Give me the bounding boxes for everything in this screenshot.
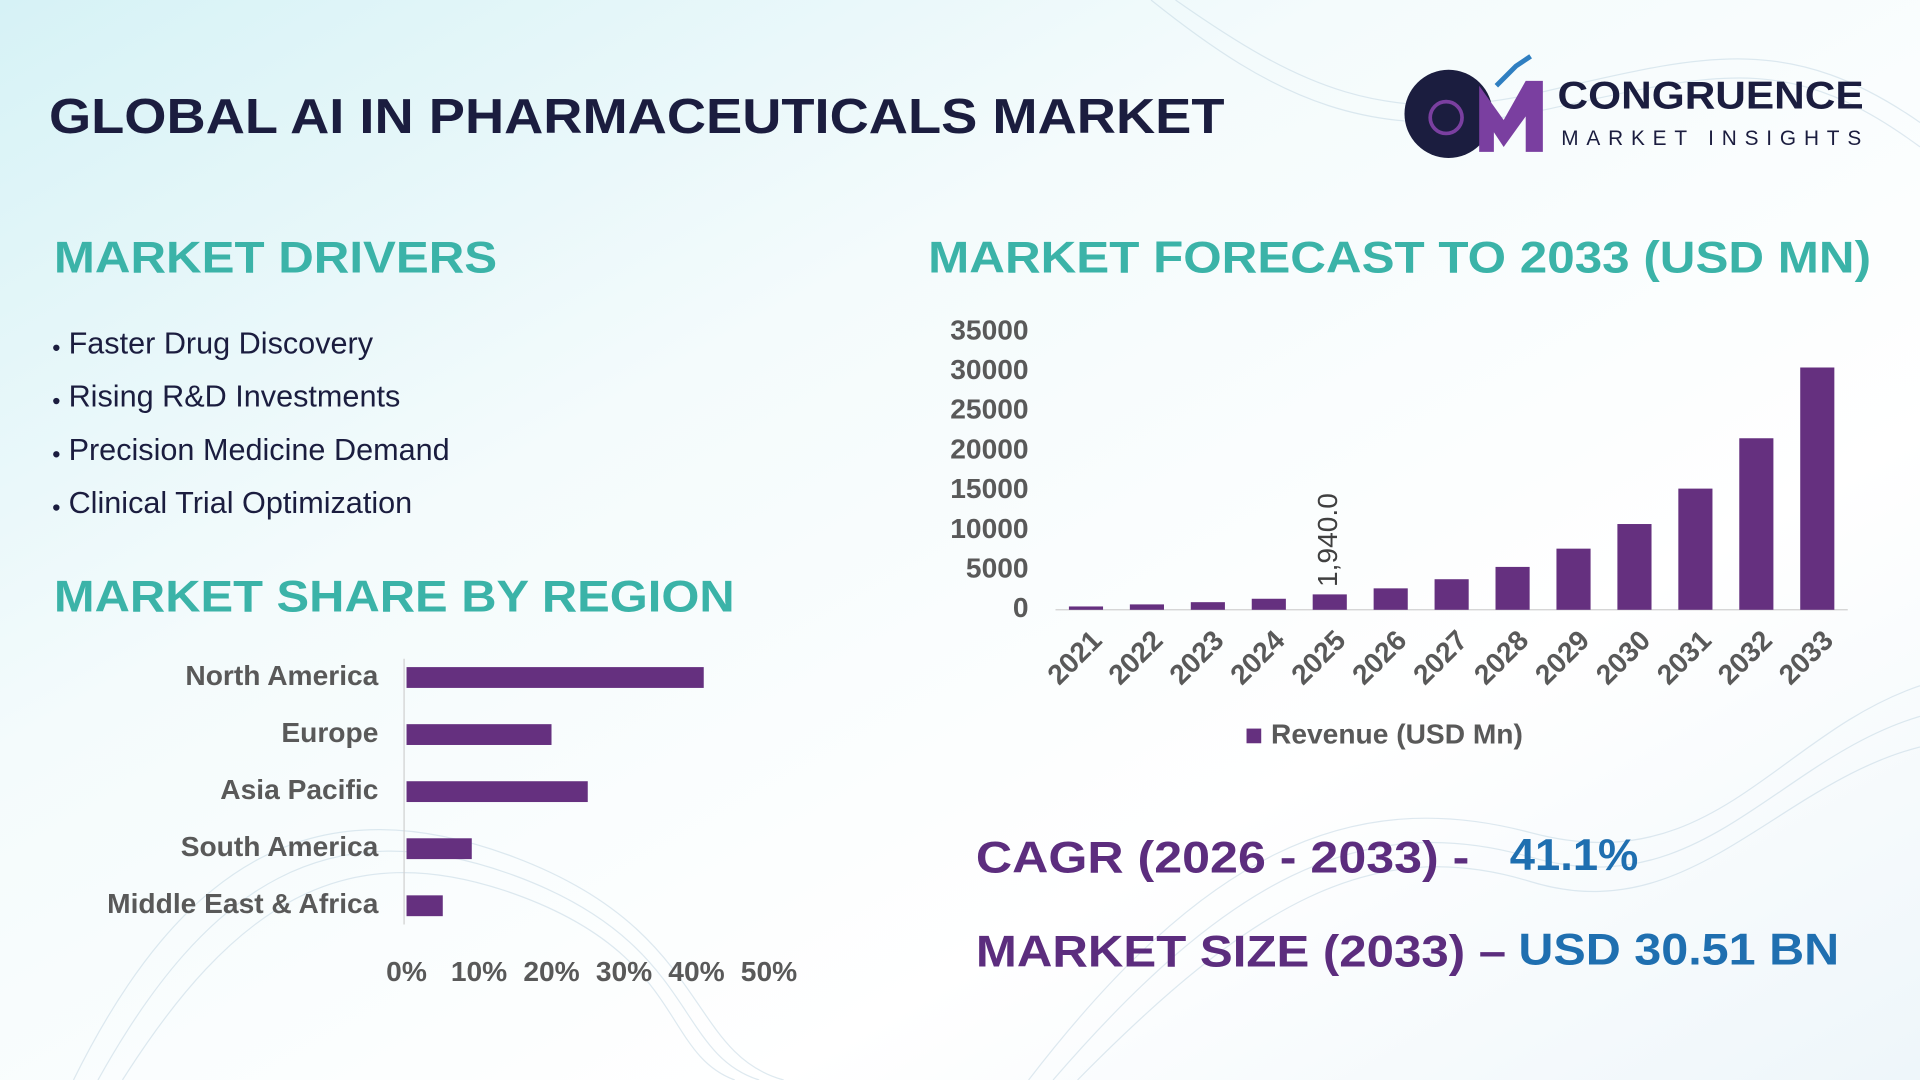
bar	[1495, 566, 1530, 610]
logo: CONGRUENCE MARKET INSIGHTS	[1404, 54, 1864, 158]
y-tick-label: North America	[185, 660, 378, 691]
y-tick-label: 25000	[950, 394, 1028, 425]
y-tick-label: 5000	[966, 553, 1029, 584]
driver-item: Rising R&D Investments	[69, 380, 401, 414]
logo-arrow	[1494, 54, 1532, 88]
x-tick-label: 0%	[386, 956, 427, 987]
highlight-label: MARKET SIZE (2033) –	[976, 928, 1506, 977]
x-tick-label: 20%	[523, 956, 579, 987]
value-label: 1,940.0	[1312, 493, 1343, 587]
logo-tagline: MARKET INSIGHTS	[1561, 127, 1861, 150]
y-tick-label: Asia Pacific	[220, 774, 378, 805]
bar	[1617, 524, 1652, 610]
y-tick-label: Middle East & Africa	[107, 888, 379, 919]
bar	[1251, 598, 1286, 610]
bar	[1190, 602, 1225, 610]
bar	[406, 838, 472, 860]
bar	[406, 667, 704, 688]
bar	[406, 724, 552, 745]
bar	[1373, 588, 1408, 610]
highlight-value: 41.1%	[1510, 831, 1639, 880]
bullet	[53, 451, 60, 458]
legend-swatch	[1246, 728, 1262, 744]
legend-label: Revenue (USD Mn)	[1271, 718, 1523, 749]
logo-m	[1479, 80, 1543, 152]
y-tick-label: 15000	[950, 473, 1028, 504]
bar	[1434, 579, 1469, 610]
highlight-value: USD 30.51 BN	[1518, 925, 1839, 974]
section-title: MARKET FORECAST TO 2033 (USD MN)	[928, 233, 1871, 282]
driver-item: Precision Medicine Demand	[69, 433, 450, 467]
y-tick-label: 0	[1013, 592, 1029, 623]
logo-circle	[1404, 69, 1493, 158]
driver-item: Faster Drug Discovery	[69, 326, 374, 360]
y-tick-label: 20000	[950, 433, 1028, 464]
bullet	[53, 504, 60, 511]
y-tick-label: 35000	[950, 314, 1028, 345]
highlight-label: CAGR (2026 - 2033) -	[976, 833, 1469, 882]
wave-decoration	[72, 0, 1920, 1080]
y-tick-label: 10000	[950, 513, 1028, 544]
x-tick-label: 40%	[668, 956, 724, 987]
bar	[406, 781, 588, 803]
x-tick-label: 50%	[741, 956, 797, 987]
bar	[1678, 488, 1713, 610]
y-tick-label: South America	[181, 831, 379, 862]
bar	[406, 895, 443, 917]
bar	[1556, 548, 1591, 610]
driver-list: Faster Drug Discovery Rising R&D Investme…	[53, 326, 450, 520]
bullet	[53, 397, 60, 405]
bar	[1739, 438, 1774, 610]
bullet	[53, 344, 60, 351]
x-tick-label: 10%	[451, 956, 507, 987]
section-title: MARKET DRIVERS	[54, 233, 497, 282]
x-tick-label: 30%	[596, 956, 652, 987]
bar	[1312, 594, 1347, 610]
logo-name: CONGRUENCE	[1558, 74, 1864, 117]
bar	[1068, 606, 1104, 610]
driver-item: Clinical Trial Optimization	[69, 486, 413, 520]
bar	[1129, 604, 1164, 610]
section-title: MARKET SHARE BY REGION	[54, 573, 735, 622]
page-title: GLOBAL AI IN PHARMACEUTICALS MARKET	[49, 90, 1225, 144]
bar	[1800, 367, 1835, 610]
logo-globe	[1428, 99, 1464, 136]
y-tick-label: 30000	[950, 354, 1028, 385]
y-tick-label: Europe	[281, 717, 378, 748]
